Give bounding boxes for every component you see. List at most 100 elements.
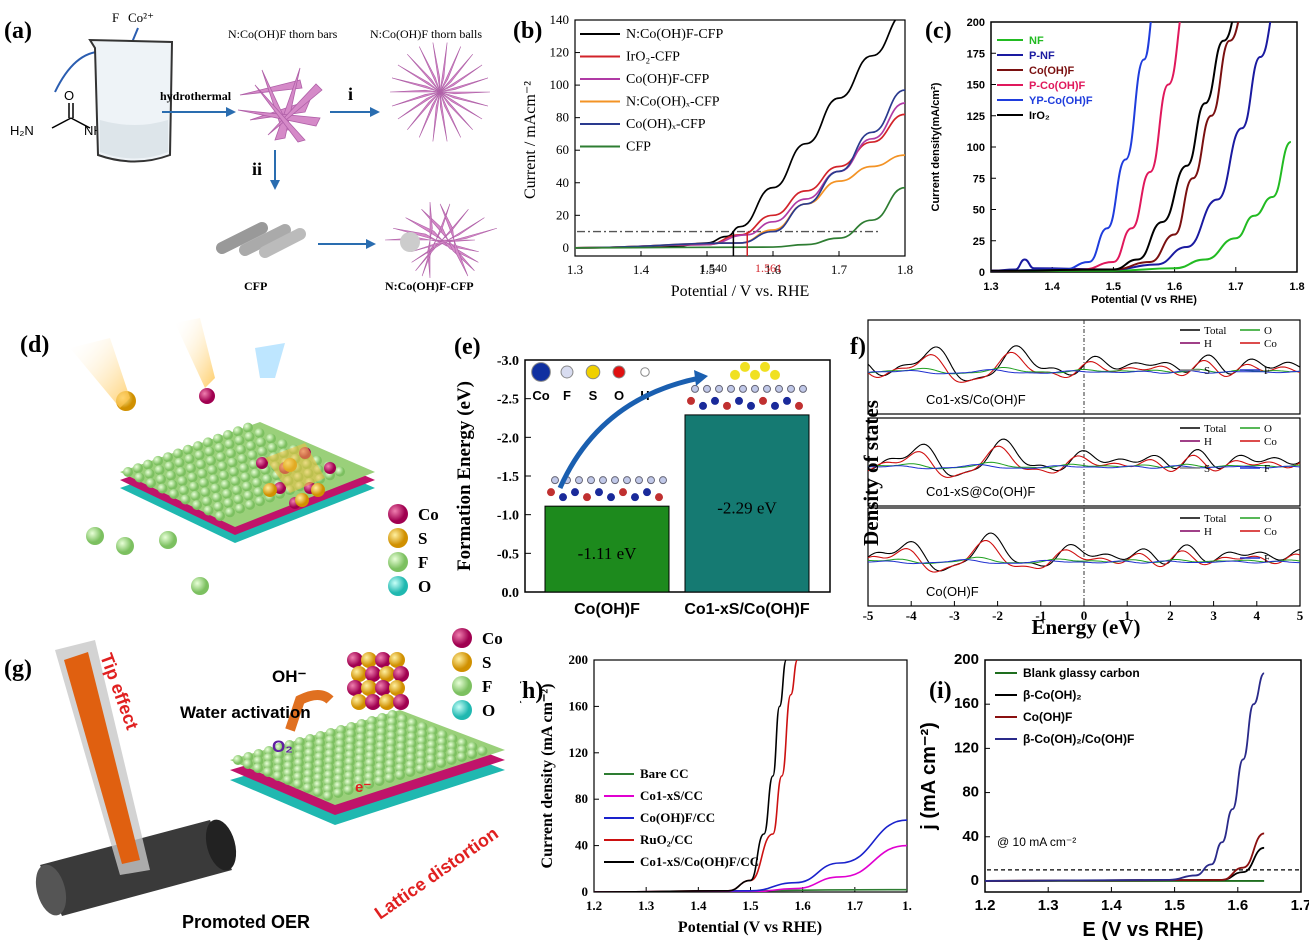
x-tick-label: 1.2 bbox=[975, 897, 996, 914]
onset-label-1: 1.540 bbox=[700, 261, 727, 275]
f-atom-icon bbox=[315, 731, 326, 741]
thorn-balls-label: N:Co(OH)F thorn balls bbox=[370, 27, 482, 41]
chart-f-xlabel: Energy (eV) bbox=[1031, 615, 1140, 639]
thorn-icon bbox=[453, 227, 497, 241]
f-atom-icon bbox=[274, 743, 285, 753]
legend-label: F bbox=[1264, 553, 1270, 565]
f-atom-icon bbox=[353, 782, 364, 792]
thorn-bars-icon bbox=[237, 67, 323, 143]
atom-icon bbox=[643, 488, 651, 497]
bar-0 bbox=[544, 505, 670, 593]
f-atom-icon bbox=[395, 763, 406, 773]
legend-label: NF bbox=[1029, 35, 1044, 47]
chart-e: (e) -3.0 -2.5 -2.0 -1.5 -1.0 -0.5 0.0 -1.11 eV… bbox=[454, 334, 831, 618]
f-atom-icon bbox=[179, 485, 189, 496]
f-atom-icon bbox=[376, 741, 386, 751]
f-atom-icon bbox=[356, 726, 367, 736]
legend-label: F bbox=[563, 388, 571, 403]
sulfur-atom-icon bbox=[740, 361, 750, 372]
f-atom-icon bbox=[283, 775, 293, 785]
x-tick-label: 1.7 bbox=[847, 898, 864, 913]
bar-category-label: Co1-xS/Co(OH)F bbox=[684, 601, 810, 618]
panel-g: (g) Tip effect OH⁻ Water activation O₂ e… bbox=[0, 620, 520, 942]
cluster-atom-icon bbox=[379, 666, 395, 682]
f-atom-icon bbox=[333, 788, 344, 798]
co-atom-icon bbox=[324, 462, 336, 474]
f-atom-icon bbox=[397, 714, 408, 724]
y-tick-label: -1.0 bbox=[497, 509, 519, 524]
x-tick-label: 1.8 bbox=[897, 262, 913, 277]
legend-atom-icon bbox=[560, 365, 574, 379]
f-atom-icon bbox=[457, 738, 468, 748]
cluster-atom-icon bbox=[393, 666, 409, 682]
f-atom-icon bbox=[196, 459, 206, 470]
f-atom-icon bbox=[385, 752, 396, 762]
f-atom-icon bbox=[343, 778, 354, 788]
f-atom-icon bbox=[242, 481, 252, 492]
f-atom-icon bbox=[174, 457, 185, 468]
f-atom-icon bbox=[313, 773, 324, 783]
water-activation-label: Water activation bbox=[180, 703, 311, 722]
f-atom-icon bbox=[426, 747, 437, 757]
thorn-icon bbox=[391, 91, 441, 107]
f-atom-icon bbox=[233, 494, 244, 505]
y-tick-label: 200 bbox=[954, 651, 979, 668]
legend-atom-icon bbox=[388, 528, 408, 548]
legend-atom-icon bbox=[585, 364, 601, 380]
atom-icon bbox=[795, 401, 803, 410]
f-atom-icon bbox=[355, 754, 366, 764]
f-atom-icon bbox=[406, 746, 417, 756]
atom-icon bbox=[747, 401, 755, 410]
series-line bbox=[594, 844, 907, 892]
y-tick-label: -1.5 bbox=[497, 470, 519, 485]
f-atom-icon bbox=[447, 734, 458, 744]
thorn-icon bbox=[432, 42, 441, 93]
bar-value-label: -2.29 eV bbox=[717, 498, 777, 517]
f-atom-icon bbox=[396, 742, 407, 752]
f-atom-icon bbox=[273, 757, 284, 767]
f-atom-icon bbox=[234, 435, 245, 446]
panel-b: (b) 1.3 1.4 1.5 1.6 1.7 1.8 0 20 40 60 80 100 120 140… bbox=[505, 0, 915, 310]
legend-label: N:Co(OH)ₓ-CFP bbox=[626, 95, 720, 110]
f-atom-icon bbox=[213, 433, 223, 444]
f-atom-icon bbox=[405, 760, 416, 770]
f-atom-icon bbox=[366, 716, 377, 726]
polyhedron-icon bbox=[265, 443, 325, 493]
s-atom-icon bbox=[295, 493, 309, 507]
x-tick-label: 1.6 bbox=[1227, 897, 1248, 914]
f-atom-icon bbox=[243, 752, 254, 762]
f-atom-icon bbox=[194, 450, 205, 461]
f-atom-icon bbox=[253, 487, 264, 497]
f-atom-icon bbox=[386, 724, 397, 734]
atom-icon bbox=[771, 401, 779, 410]
x-tick-label: -5 bbox=[863, 608, 874, 623]
cluster-atom-icon bbox=[361, 680, 377, 696]
f-atom-icon bbox=[236, 444, 246, 455]
legend-atom-icon bbox=[452, 628, 472, 648]
f-atom-icon bbox=[304, 755, 315, 765]
f-atom-icon bbox=[365, 744, 376, 754]
atom-icon bbox=[547, 488, 555, 497]
series-line bbox=[575, 186, 905, 249]
reference-annotation: @ 10 mA cm⁻² bbox=[997, 835, 1076, 849]
atom-icon bbox=[659, 476, 667, 485]
legend-label: Co bbox=[418, 505, 439, 524]
legend-label: Total bbox=[1204, 513, 1226, 525]
f-atom-icon bbox=[406, 753, 416, 763]
series-line bbox=[575, 113, 905, 249]
panel-a: (a) O H₂N NH₂ F Co²⁺ hydrothermal N:Co(O… bbox=[0, 0, 505, 310]
y-tick-label: 160 bbox=[569, 698, 589, 713]
f-atom-icon bbox=[315, 738, 326, 748]
f-atom-icon bbox=[133, 463, 143, 474]
x-tick-label: 1.4 bbox=[1101, 897, 1123, 914]
thorn-icon bbox=[391, 77, 441, 93]
f-atom-icon bbox=[426, 740, 437, 750]
y-tick-label: 80 bbox=[962, 784, 979, 801]
panel-d-label: (d) bbox=[20, 332, 49, 358]
f-atom-icon bbox=[376, 734, 387, 744]
f-atom-icon bbox=[263, 760, 274, 770]
x-tick-label: 1.5 bbox=[699, 262, 715, 277]
transform-arrow bbox=[557, 375, 701, 490]
